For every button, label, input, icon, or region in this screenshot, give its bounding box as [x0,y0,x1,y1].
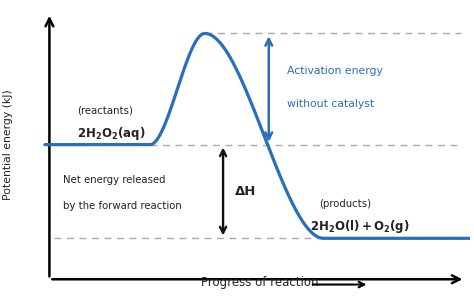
Text: without catalyst: without catalyst [287,99,374,109]
Text: ΔH: ΔH [235,185,256,198]
Text: $\mathbf{2H_2O(l) + O_2(g)}$: $\mathbf{2H_2O(l) + O_2(g)}$ [310,218,410,235]
Text: by the forward reaction: by the forward reaction [63,201,182,211]
Text: $\mathbf{2H_2O_2(aq)}$: $\mathbf{2H_2O_2(aq)}$ [77,125,146,142]
Text: (reactants): (reactants) [77,105,133,115]
Text: (products): (products) [319,199,371,209]
Text: Potential energy (kJ): Potential energy (kJ) [3,89,13,200]
Text: Progress of reaction: Progress of reaction [201,276,319,289]
Text: Net energy released: Net energy released [63,175,165,185]
Text: Activation energy: Activation energy [287,67,383,76]
